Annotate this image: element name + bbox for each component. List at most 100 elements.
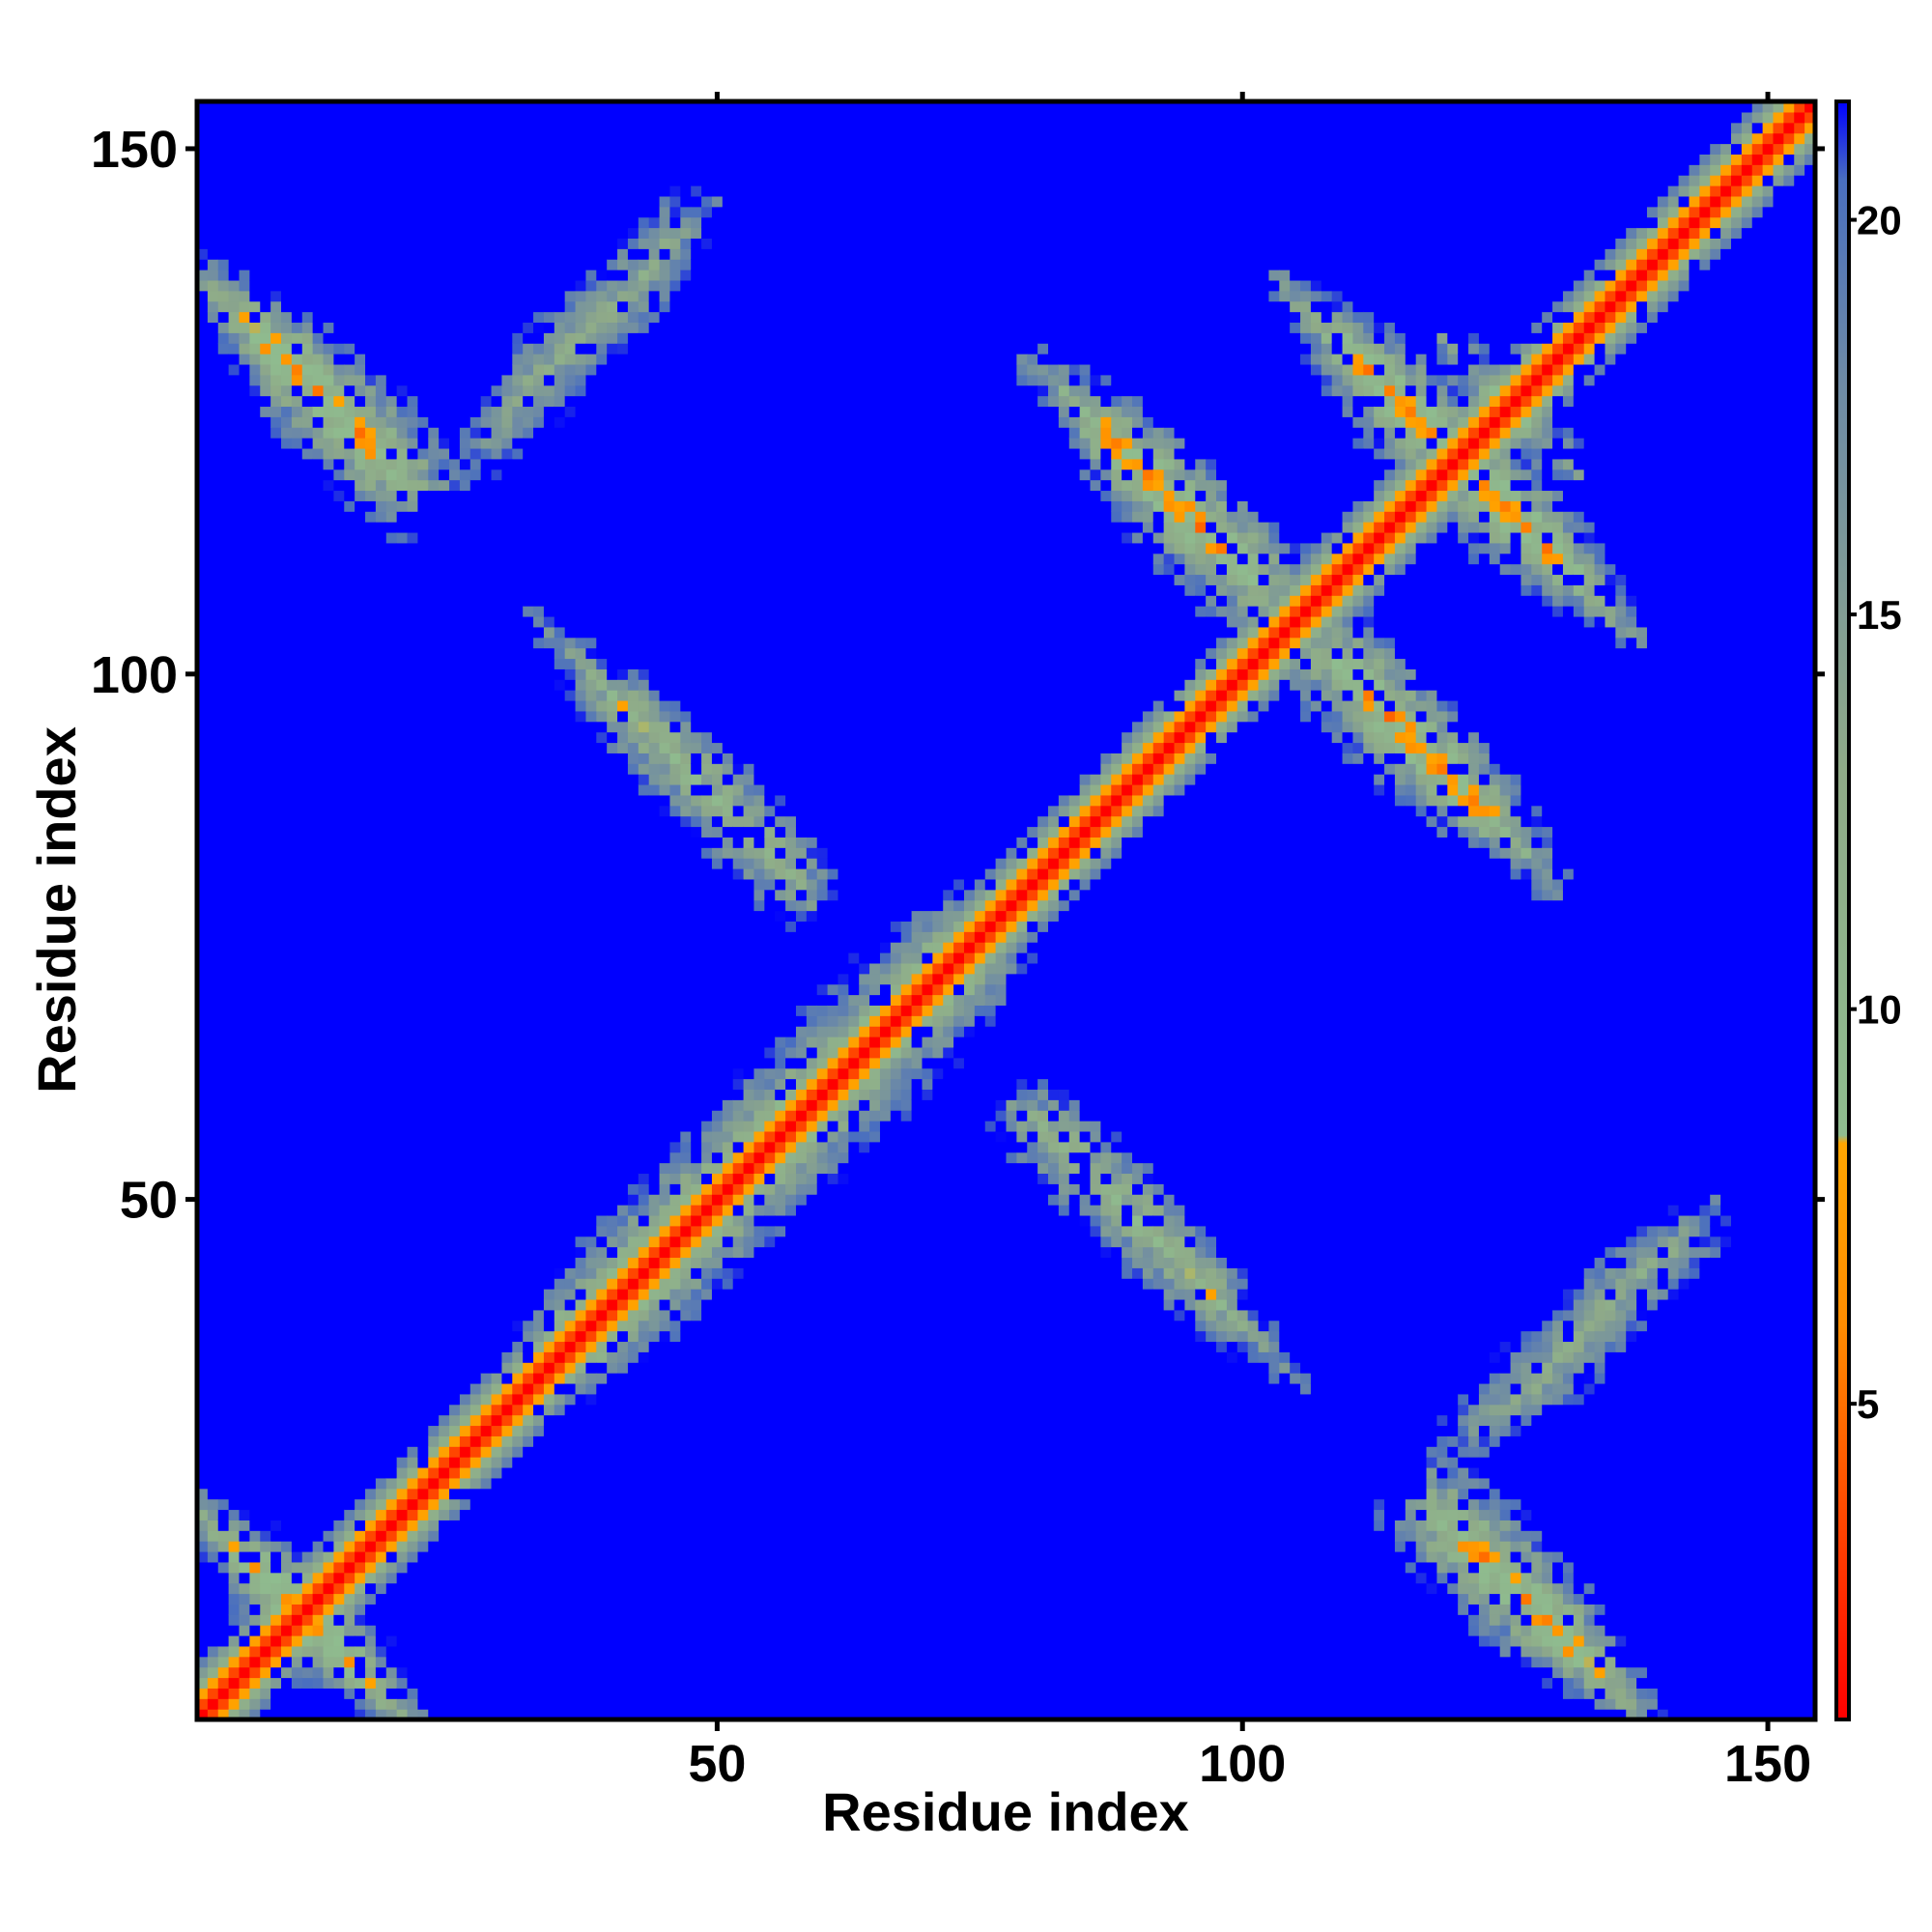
- heatmap-cell: [428, 606, 439, 616]
- heatmap-cell: [281, 742, 292, 753]
- heatmap-cell: [260, 1583, 270, 1594]
- heatmap-cell: [449, 1289, 460, 1299]
- heatmap-cell: [428, 554, 439, 564]
- heatmap-cell: [512, 700, 523, 711]
- heatmap-cell: [240, 911, 250, 922]
- heatmap-cell: [470, 543, 481, 554]
- heatmap-cell: [292, 332, 302, 343]
- heatmap-cell: [386, 574, 397, 584]
- heatmap-cell: [481, 879, 492, 890]
- heatmap-cell: [292, 1068, 302, 1079]
- heatmap-cell: [324, 217, 334, 228]
- heatmap-cell: [481, 1226, 492, 1236]
- heatmap-cell: [481, 1583, 492, 1594]
- heatmap-cell: [397, 1573, 408, 1583]
- heatmap-cell: [292, 974, 302, 984]
- heatmap-cell: [302, 1341, 313, 1351]
- heatmap-cell: [408, 638, 418, 648]
- heatmap-cell: [460, 1068, 470, 1079]
- heatmap-cell: [344, 806, 355, 816]
- heatmap-cell: [501, 1236, 512, 1247]
- heatmap-cell: [428, 1089, 439, 1099]
- heatmap-cell: [302, 921, 313, 931]
- heatmap-cell: [417, 1541, 428, 1551]
- heatmap-cell: [417, 396, 428, 407]
- heatmap-cell: [481, 1425, 492, 1435]
- heatmap-cell: [355, 175, 365, 185]
- heatmap-cell: [460, 1121, 470, 1131]
- heatmap-cell: [292, 416, 302, 427]
- heatmap-cell: [501, 1646, 512, 1657]
- heatmap-cell: [333, 175, 344, 185]
- heatmap-cell: [408, 658, 418, 668]
- heatmap-cell: [501, 427, 512, 438]
- heatmap-cell: [240, 1068, 250, 1079]
- heatmap-cell: [365, 1394, 376, 1405]
- heatmap-cell: [397, 931, 408, 942]
- heatmap-cell: [281, 837, 292, 847]
- heatmap-cell: [397, 207, 408, 217]
- heatmap-cell: [313, 554, 324, 564]
- heatmap-cell: [344, 238, 355, 248]
- heatmap-cell: [449, 1257, 460, 1267]
- heatmap-cell: [281, 1015, 292, 1026]
- heatmap-cell: [240, 1142, 250, 1152]
- heatmap-cell: [533, 1405, 544, 1415]
- heatmap-cell: [281, 879, 292, 890]
- heatmap-cell: [313, 500, 324, 511]
- heatmap-cell: [355, 1278, 365, 1289]
- heatmap-cell: [460, 396, 470, 407]
- heatmap-cell: [281, 753, 292, 763]
- heatmap-cell: [208, 879, 218, 890]
- heatmap-cell: [218, 354, 229, 364]
- heatmap-cell: [481, 679, 492, 690]
- heatmap-cell: [240, 742, 250, 753]
- heatmap-cell: [408, 1520, 418, 1530]
- heatmap-cell: [302, 1405, 313, 1415]
- heatmap-cell: [376, 207, 386, 217]
- heatmap-cell: [492, 1236, 502, 1247]
- heatmap-cell: [249, 627, 260, 638]
- heatmap-cell: [218, 1373, 229, 1383]
- heatmap-cell: [270, 500, 281, 511]
- heatmap-cell: [365, 837, 376, 847]
- heatmap-cell: [470, 396, 481, 407]
- heatmap-cell: [397, 416, 408, 427]
- heatmap-cell: [428, 154, 439, 164]
- heatmap-cell: [249, 1215, 260, 1226]
- heatmap-cell: [292, 1499, 302, 1510]
- heatmap-cell: [376, 1677, 386, 1688]
- heatmap-cell: [397, 732, 408, 743]
- heatmap-cell: [333, 248, 344, 259]
- heatmap-cell: [428, 638, 439, 648]
- heatmap-cell: [481, 963, 492, 974]
- heatmap-cell: [355, 1530, 365, 1541]
- heatmap-cell: [376, 616, 386, 627]
- heatmap-cell: [249, 1267, 260, 1278]
- heatmap-cell: [376, 1047, 386, 1058]
- heatmap-cell: [281, 164, 292, 175]
- heatmap-cell: [249, 133, 260, 144]
- heatmap-cell: [281, 690, 292, 700]
- heatmap-cell: [512, 154, 523, 164]
- heatmap-cell: [470, 1604, 481, 1614]
- heatmap-cell: [260, 354, 270, 364]
- heatmap-cell: [397, 259, 408, 270]
- heatmap-cell: [481, 868, 492, 879]
- heatmap-cell: [470, 658, 481, 668]
- heatmap-cell: [218, 679, 229, 690]
- heatmap-cell: [523, 1351, 533, 1362]
- heatmap-cell: [365, 1489, 376, 1499]
- heatmap-cell: [439, 1425, 449, 1435]
- heatmap-cell: [481, 1489, 492, 1499]
- heatmap-cell: [428, 343, 439, 354]
- heatmap-cell: [428, 448, 439, 459]
- heatmap-cell: [365, 1278, 376, 1289]
- heatmap-cell: [439, 123, 449, 133]
- heatmap-cell: [292, 774, 302, 784]
- heatmap-cell: [302, 1457, 313, 1467]
- heatmap-cell: [501, 1163, 512, 1174]
- heatmap-cell: [439, 711, 449, 722]
- heatmap-cell: [240, 112, 250, 123]
- heatmap-cell: [439, 1099, 449, 1110]
